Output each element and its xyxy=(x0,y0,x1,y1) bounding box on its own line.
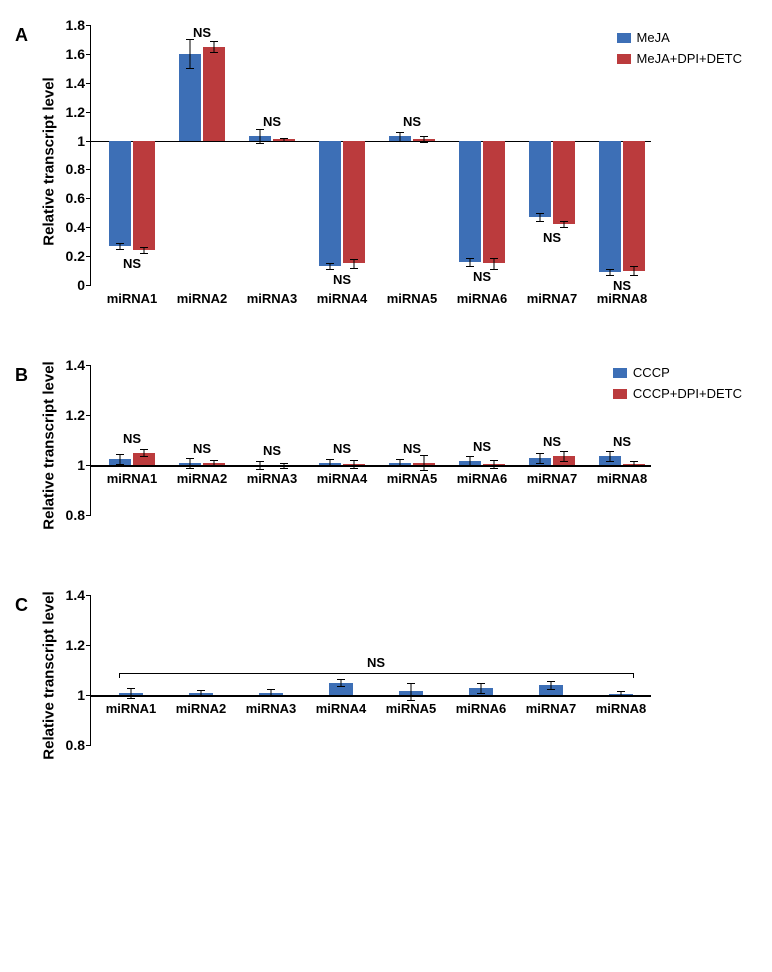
category-label: miRNA8 xyxy=(596,701,647,716)
panel-c-ylabel: Relative transcript level xyxy=(41,591,58,759)
ytick-label: 1.2 xyxy=(66,104,91,120)
panel-a-plot: 00.20.40.60.811.21.41.61.8miRNA1NSmiRNA2… xyxy=(90,25,651,285)
category-label: miRNA7 xyxy=(526,701,577,716)
ns-label: NS xyxy=(193,25,211,40)
category-label: miRNA3 xyxy=(247,291,298,306)
ytick-label: 1 xyxy=(77,457,91,473)
legend-item: MeJA+DPI+DETC xyxy=(617,51,742,66)
ns-label: NS xyxy=(473,269,491,284)
ytick-label: 0.4 xyxy=(66,219,91,235)
ytick-label: 1.4 xyxy=(66,75,91,91)
legend-item: CCCP xyxy=(613,365,742,380)
bar xyxy=(623,141,645,271)
category-label: miRNA7 xyxy=(527,471,578,486)
bar xyxy=(459,141,481,262)
ns-label: NS xyxy=(333,441,351,456)
ns-label: NS xyxy=(403,114,421,129)
bar xyxy=(319,141,341,267)
category-label: miRNA8 xyxy=(597,471,648,486)
category-label: miRNA4 xyxy=(317,291,368,306)
bar xyxy=(529,141,551,218)
category-label: miRNA6 xyxy=(457,291,508,306)
ns-label: NS xyxy=(543,230,561,245)
ns-label: NS xyxy=(613,434,631,449)
bar xyxy=(109,141,131,246)
ns-label: NS xyxy=(263,443,281,458)
panel-c-label: C xyxy=(15,595,28,616)
category-label: miRNA5 xyxy=(386,701,437,716)
category-label: miRNA3 xyxy=(246,701,297,716)
category-label: miRNA8 xyxy=(597,291,648,306)
category-label: miRNA2 xyxy=(176,701,227,716)
ns-label: NS xyxy=(123,431,141,446)
bar xyxy=(483,141,505,264)
legend-item: CCCP+DPI+DETC xyxy=(613,386,742,401)
panel-b: B Relative transcript level 0.811.21.4mi… xyxy=(20,365,752,555)
ytick-label: 0.8 xyxy=(66,507,91,523)
ns-label: NS xyxy=(193,441,211,456)
ns-label: NS xyxy=(367,655,385,670)
ytick-label: 1.4 xyxy=(66,587,91,603)
ytick-label: 1.4 xyxy=(66,357,91,373)
category-label: miRNA7 xyxy=(527,291,578,306)
category-label: miRNA5 xyxy=(387,291,438,306)
category-label: miRNA1 xyxy=(107,291,158,306)
panel-a-legend: MeJA MeJA+DPI+DETC xyxy=(617,30,742,72)
ns-label: NS xyxy=(543,434,561,449)
category-label: miRNA4 xyxy=(317,471,368,486)
panel-b-label: B xyxy=(15,365,28,386)
panel-a-ylabel: Relative transcript level xyxy=(41,77,58,245)
ytick-label: 1.2 xyxy=(66,637,91,653)
ytick-label: 1 xyxy=(77,687,91,703)
category-label: miRNA2 xyxy=(177,291,228,306)
legend-item: MeJA xyxy=(617,30,742,45)
category-label: miRNA4 xyxy=(316,701,367,716)
bar xyxy=(553,141,575,225)
ytick-label: 1.2 xyxy=(66,407,91,423)
bar xyxy=(599,141,621,272)
ytick-label: 0.2 xyxy=(66,248,91,264)
panel-b-legend: CCCP CCCP+DPI+DETC xyxy=(613,365,742,407)
bar xyxy=(343,141,365,264)
ns-label: NS xyxy=(333,272,351,287)
category-label: miRNA6 xyxy=(457,471,508,486)
ytick-label: 0.8 xyxy=(66,161,91,177)
panel-b-plot: 0.811.21.4miRNA1NSmiRNA2NSmiRNA3NSmiRNA4… xyxy=(90,365,651,515)
bar xyxy=(133,141,155,251)
ytick-label: 1 xyxy=(77,133,91,149)
ns-label: NS xyxy=(613,278,631,293)
bar xyxy=(203,47,225,141)
ytick-label: 0.8 xyxy=(66,737,91,753)
category-label: miRNA1 xyxy=(107,471,158,486)
panel-b-ylabel: Relative transcript level xyxy=(41,361,58,529)
panel-a-label: A xyxy=(15,25,28,46)
category-label: miRNA3 xyxy=(247,471,298,486)
ytick-label: 0 xyxy=(77,277,91,293)
category-label: miRNA5 xyxy=(387,471,438,486)
ns-label: NS xyxy=(473,439,491,454)
ytick-label: 1.6 xyxy=(66,46,91,62)
category-label: miRNA6 xyxy=(456,701,507,716)
panel-c: C Relative transcript level 0.811.21.4mi… xyxy=(20,595,752,785)
category-label: miRNA1 xyxy=(106,701,157,716)
ytick-label: 0.6 xyxy=(66,190,91,206)
ytick-label: 1.8 xyxy=(66,17,91,33)
ns-label: NS xyxy=(403,441,421,456)
category-label: miRNA2 xyxy=(177,471,228,486)
ns-label: NS xyxy=(263,114,281,129)
panel-c-plot: 0.811.21.4miRNA1miRNA2miRNA3miRNA4miRNA5… xyxy=(90,595,651,745)
panel-a: A Relative transcript level 00.20.40.60.… xyxy=(20,25,752,325)
ns-label: NS xyxy=(123,256,141,271)
